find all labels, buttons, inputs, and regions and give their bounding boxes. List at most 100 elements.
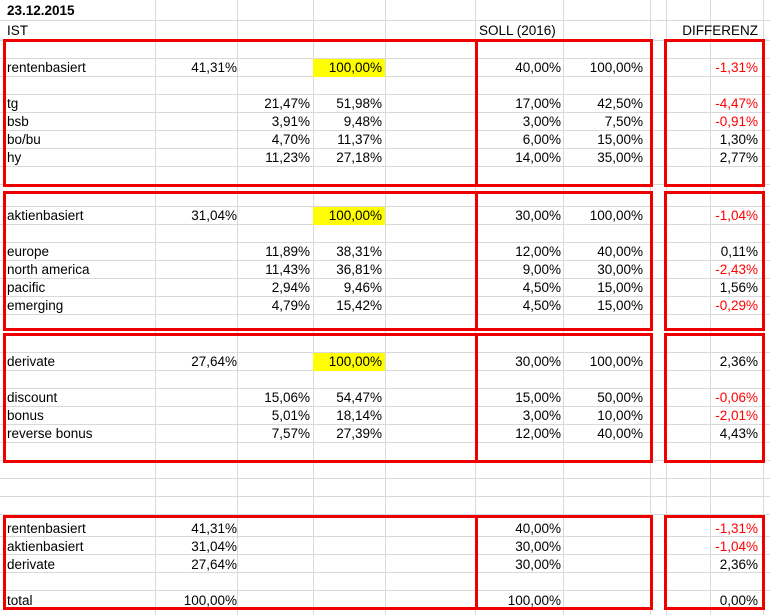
diff-cell[interactable]: -2,43% xyxy=(715,262,758,277)
soll-weight-cell[interactable]: 10,00% xyxy=(597,408,643,423)
category-label-cell[interactable]: rentenbasiert xyxy=(7,60,86,75)
ist-weight-cell[interactable]: 27,18% xyxy=(336,150,382,165)
soll-pct-cell[interactable]: 9,00% xyxy=(522,262,561,277)
ist-pct-cell[interactable]: 11,43% xyxy=(265,262,310,277)
soll-weight-cell[interactable]: 15,00% xyxy=(597,132,643,147)
soll-total-cell[interactable]: 30,00% xyxy=(515,557,561,572)
item-label-cell[interactable]: bsb xyxy=(7,114,29,129)
soll-pct-cell[interactable]: 6,00% xyxy=(522,132,561,147)
diff-cell[interactable]: 1,30% xyxy=(719,132,758,147)
soll-pct-cell[interactable]: 15,00% xyxy=(515,390,561,405)
ist-weight-cell[interactable]: 9,48% xyxy=(343,114,382,129)
category-label-cell[interactable]: derivate xyxy=(7,354,56,369)
soll-weight-cell[interactable]: 35,00% xyxy=(597,150,643,165)
soll-pct-cell[interactable]: 14,00% xyxy=(515,150,561,165)
soll-weight-cell[interactable]: 40,00% xyxy=(597,426,643,441)
diff-cell[interactable]: -1,31% xyxy=(715,521,758,536)
ist-weight-cell[interactable]: 36,81% xyxy=(336,262,382,277)
ist-total-cell[interactable]: 27,64% xyxy=(191,557,237,572)
soll-weight-cell[interactable]: 7,50% xyxy=(604,114,643,129)
ist-pct-cell[interactable]: 21,47% xyxy=(264,96,310,111)
soll-pct-cell[interactable]: 3,00% xyxy=(522,408,561,423)
soll-weight-cell[interactable]: 50,00% xyxy=(597,390,643,405)
col-header-differenz[interactable]: DIFFERENZ xyxy=(682,23,758,38)
ist-weight-cell[interactable]: 38,31% xyxy=(336,244,382,259)
ist-weight-cell[interactable]: 11,37% xyxy=(337,132,382,147)
ist-pct-cell[interactable]: 7,57% xyxy=(271,426,310,441)
item-label-cell[interactable]: discount xyxy=(7,390,58,405)
soll-pct-cell[interactable]: 12,00% xyxy=(515,244,561,259)
ist-weight-cell[interactable]: 27,39% xyxy=(336,426,382,441)
item-label-cell[interactable]: bonus xyxy=(7,408,44,423)
soll-weight-cell[interactable]: 40,00% xyxy=(597,244,643,259)
item-label-cell[interactable]: hy xyxy=(7,150,22,165)
soll-weight-cell[interactable]: 15,00% xyxy=(597,298,643,313)
summary-label-cell[interactable]: aktienbasiert xyxy=(7,539,84,554)
summary-label-cell[interactable]: rentenbasiert xyxy=(7,521,86,536)
diff-cell[interactable]: -0,06% xyxy=(715,390,758,405)
ist-weight-highlight-cell[interactable]: 100,00% xyxy=(313,353,385,371)
item-label-cell[interactable]: north america xyxy=(7,262,90,277)
ist-pct-cell[interactable]: 11,89% xyxy=(265,244,310,259)
soll-weight-cell[interactable]: 30,00% xyxy=(597,262,643,277)
diff-cell[interactable]: 1,56% xyxy=(719,280,758,295)
diff-cell[interactable]: -0,29% xyxy=(715,298,758,313)
item-label-cell[interactable]: pacific xyxy=(7,280,46,295)
total-label-cell[interactable]: total xyxy=(7,593,33,608)
diff-cell[interactable]: -1,04% xyxy=(715,539,758,554)
soll-total-cell[interactable]: 40,00% xyxy=(515,60,561,75)
ist-total-cell[interactable]: 41,31% xyxy=(191,60,237,75)
ist-pct-cell[interactable]: 4,79% xyxy=(271,298,310,313)
ist-total-cell[interactable]: 27,64% xyxy=(191,354,237,369)
soll-total-cell[interactable]: 40,00% xyxy=(515,521,561,536)
ist-total-cell[interactable]: 100,00% xyxy=(183,593,237,608)
diff-cell[interactable]: -1,04% xyxy=(715,208,758,223)
item-label-cell[interactable]: reverse bonus xyxy=(7,426,93,441)
soll-pct-cell[interactable]: 3,00% xyxy=(522,114,561,129)
diff-cell[interactable]: 2,36% xyxy=(719,354,758,369)
soll-weight-cell[interactable]: 100,00% xyxy=(589,208,643,223)
ist-pct-cell[interactable]: 15,06% xyxy=(264,390,310,405)
soll-weight-cell[interactable]: 42,50% xyxy=(597,96,643,111)
item-label-cell[interactable]: bo/bu xyxy=(7,132,41,147)
ist-weight-cell[interactable]: 18,14% xyxy=(336,408,382,423)
ist-pct-cell[interactable]: 11,23% xyxy=(265,150,310,165)
diff-cell[interactable]: -0,91% xyxy=(715,114,758,129)
soll-total-cell[interactable]: 100,00% xyxy=(507,593,561,608)
soll-pct-cell[interactable]: 4,50% xyxy=(522,298,561,313)
soll-total-cell[interactable]: 30,00% xyxy=(515,539,561,554)
diff-cell[interactable]: 2,36% xyxy=(719,557,758,572)
summary-label-cell[interactable]: derivate xyxy=(7,557,56,572)
diff-cell[interactable]: 4,43% xyxy=(719,426,758,441)
date-cell[interactable]: 23.12.2015 xyxy=(7,3,75,18)
ist-weight-highlight-cell[interactable]: 100,00% xyxy=(313,59,385,77)
ist-total-cell[interactable]: 31,04% xyxy=(191,208,237,223)
ist-pct-cell[interactable]: 5,01% xyxy=(271,408,310,423)
diff-cell[interactable]: 0,11% xyxy=(720,244,758,259)
diff-cell[interactable]: -4,47% xyxy=(715,96,758,111)
soll-pct-cell[interactable]: 4,50% xyxy=(522,280,561,295)
item-label-cell[interactable]: europe xyxy=(7,244,50,259)
col-header-soll[interactable]: SOLL (2016) xyxy=(479,23,556,38)
soll-pct-cell[interactable]: 17,00% xyxy=(515,96,561,111)
ist-weight-cell[interactable]: 15,42% xyxy=(336,298,382,313)
ist-weight-cell[interactable]: 51,98% xyxy=(336,96,382,111)
diff-cell[interactable]: -2,01% xyxy=(715,408,758,423)
category-label-cell[interactable]: aktienbasiert xyxy=(7,208,84,223)
soll-weight-cell[interactable]: 15,00% xyxy=(597,280,643,295)
col-header-ist[interactable]: IST xyxy=(7,23,29,38)
item-label-cell[interactable]: tg xyxy=(7,96,19,111)
ist-pct-cell[interactable]: 4,70% xyxy=(271,132,310,147)
soll-pct-cell[interactable]: 12,00% xyxy=(515,426,561,441)
soll-weight-cell[interactable]: 100,00% xyxy=(589,60,643,75)
ist-total-cell[interactable]: 41,31% xyxy=(191,521,237,536)
diff-cell[interactable]: 2,77% xyxy=(719,150,758,165)
item-label-cell[interactable]: emerging xyxy=(7,298,64,313)
ist-total-cell[interactable]: 31,04% xyxy=(191,539,237,554)
ist-pct-cell[interactable]: 2,94% xyxy=(271,280,310,295)
soll-weight-cell[interactable]: 100,00% xyxy=(589,354,643,369)
diff-cell[interactable]: -1,31% xyxy=(715,60,758,75)
soll-total-cell[interactable]: 30,00% xyxy=(515,354,561,369)
soll-total-cell[interactable]: 30,00% xyxy=(515,208,561,223)
ist-weight-cell[interactable]: 54,47% xyxy=(336,390,382,405)
